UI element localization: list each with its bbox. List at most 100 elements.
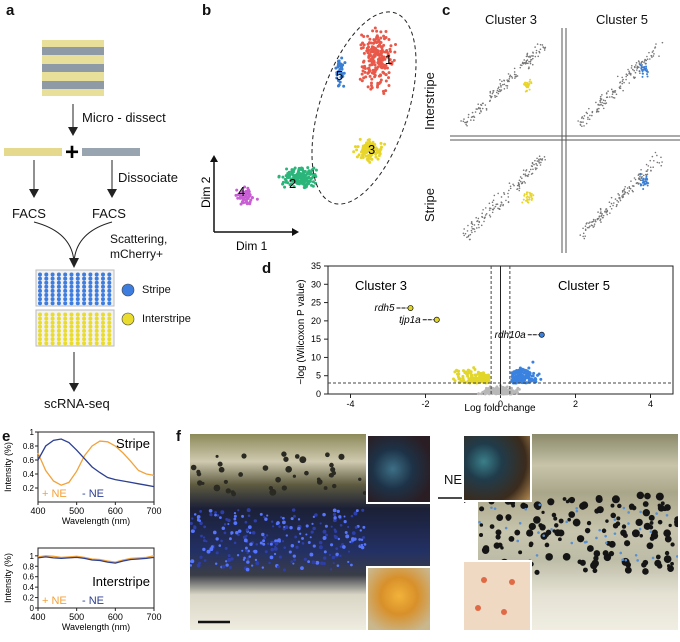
gene-label-rdh5: rdh5	[374, 303, 394, 314]
interstripe-spectrum-lines	[37, 555, 155, 564]
stripe-minus-ne-label: - NE	[82, 488, 104, 500]
step-dissociate: Dissociate	[118, 170, 178, 185]
series-line-minus-ne	[37, 556, 155, 564]
interstripe-plus-ne-label: + NE	[42, 595, 67, 607]
cluster-label-4: 4	[238, 184, 245, 199]
spectrum-ytick: 0.2	[23, 594, 35, 603]
threshold-lines	[328, 266, 673, 394]
step-scattering: Scattering,	[110, 232, 168, 246]
col-label-cluster5: Cluster 5	[596, 12, 649, 27]
inset-stripe-before	[366, 434, 430, 504]
spectrum-ytick: 0.8	[23, 442, 35, 451]
stripe-xlabel: Wavelength (nm)	[62, 516, 130, 526]
stripe-spectrum-lines	[37, 438, 155, 488]
stripe-ylabel: Intensity (%)	[3, 442, 13, 492]
step-facs-2: FACS	[92, 206, 126, 221]
volcano-xtick: -4	[346, 399, 354, 409]
volcano-xtick: 0	[498, 399, 503, 409]
spectrum-ytick: 0	[30, 604, 35, 613]
stripe-legend-icon	[121, 283, 135, 297]
volcano-ytick: 0	[316, 389, 321, 399]
series-line-plus-ne	[37, 555, 155, 563]
spectrum-xtick: 500	[69, 612, 84, 622]
dim1-label: Dim 1	[236, 239, 268, 250]
panel-a-diagram: +	[4, 40, 140, 392]
volcano-cluster3-label: Cluster 3	[355, 278, 407, 293]
spectrum-xtick: 700	[146, 612, 161, 622]
gene-point-rdh5	[407, 305, 414, 312]
cluster-label-3: 3	[368, 142, 375, 157]
panel-letter-a: a	[6, 2, 15, 19]
gene-annotations: rdh5 tjp1a rdh10a	[374, 303, 545, 341]
stripe-spectrum-ticks: 400 500 600 700 0.2 0.4 0.6 0.8 1	[23, 428, 162, 516]
gene-label-rdh10a: rdh10a	[495, 330, 527, 341]
ne-arrow-label: NE	[444, 472, 463, 487]
volcano-ytick: 30	[311, 279, 321, 289]
gene-label-tjp1a: tjp1a	[399, 315, 421, 326]
volcano-ticks: -4 -2 0 2 4 0 5 10 15 20 25 30 35	[311, 261, 653, 409]
panel-letter-b: b	[202, 2, 212, 19]
inset-interstripe-before	[366, 566, 430, 630]
inset-interstripe-after	[462, 560, 532, 632]
volcano-ytick: 5	[316, 371, 321, 381]
spectrum-xtick: 400	[30, 612, 45, 622]
inset-stripe-after	[462, 434, 532, 502]
panel-letter-d: d	[262, 260, 272, 277]
volcano-ytick: 10	[311, 352, 321, 362]
gene-point-rdh10a	[538, 331, 545, 338]
interstripe-spectrum-ticks: 400 500 600 700 00.2 0.40.6 0.81	[23, 552, 162, 622]
umap-plot: 1 2 3 4 5 Dim 1 Dim 2	[200, 11, 417, 250]
volcano-xtick: -2	[421, 399, 429, 409]
step-mcherry: mCherry+	[110, 247, 164, 261]
volcano-plot: -4 -2 0 2 4 0 5 10 15 20 25 30 35 rdh5 tjp1a rdh10a Cl…	[296, 261, 674, 414]
interstripe-ylabel: Intensity (%)	[3, 553, 13, 603]
volcano-ytick: 15	[311, 334, 321, 344]
interstripe-minus-ne-label: - NE	[82, 595, 104, 607]
spectrum-ytick: 0.6	[23, 573, 35, 582]
spectrum-xtick: 500	[69, 506, 84, 516]
volcano-ytick: 20	[311, 316, 321, 326]
cluster-grid	[450, 28, 680, 253]
spectrum-ytick: 1	[30, 552, 35, 561]
striped-tissue-icon	[42, 40, 104, 96]
cluster-label-2: 2	[289, 176, 296, 191]
cluster-label-1: 1	[385, 52, 392, 67]
step-facs-1: FACS	[12, 206, 46, 221]
grid-points	[460, 41, 664, 241]
interstripe-strip-icon	[4, 148, 62, 156]
cluster-label-5: 5	[336, 68, 343, 83]
stripe-plate	[38, 272, 112, 306]
row-label-interstripe: Interstripe	[422, 72, 437, 130]
volcano-xlabel: Log fold change	[464, 403, 536, 414]
legend-interstripe-label: Interstripe	[142, 313, 191, 325]
volcano-xtick: 4	[648, 399, 653, 409]
volcano-ytick: 35	[311, 261, 321, 271]
clusters-ellipse	[311, 11, 417, 205]
spectrum-ytick: 0.4	[23, 583, 35, 592]
stripe-strip-icon	[82, 148, 140, 156]
volcano-xtick: 2	[573, 399, 578, 409]
volcano-ylabel: −log (Wilcoxon P value)	[296, 279, 307, 384]
interstripe-legend-icon	[121, 312, 135, 326]
interstripe-spectrum-title: Interstripe	[92, 574, 150, 589]
spectrum-xtick: 700	[146, 506, 161, 516]
spectrum-xtick: 400	[30, 506, 45, 516]
spectrum-xtick: 600	[108, 506, 123, 516]
spectrum-ytick: 0.4	[23, 470, 35, 479]
row-label-stripe: Stripe	[422, 188, 437, 222]
plus-sign: +	[65, 139, 79, 166]
panel-letter-f: f	[176, 428, 181, 445]
dim2-label: Dim 2	[200, 176, 213, 208]
volcano-cluster5-label: Cluster 5	[558, 278, 610, 293]
spectrum-ytick: 1	[30, 428, 35, 437]
spectrum-ytick: 0.6	[23, 456, 35, 465]
step-microdissect: Micro - dissect	[82, 110, 166, 125]
series-line-minus-ne	[37, 438, 155, 488]
panel-letter-e: e	[2, 428, 11, 445]
umap-points	[234, 26, 398, 206]
col-label-cluster3: Cluster 3	[485, 12, 538, 27]
spectrum-ytick: 0.8	[23, 562, 35, 571]
interstripe-plate	[38, 312, 112, 346]
step-scrnaseq: scRNA-seq	[44, 396, 110, 411]
